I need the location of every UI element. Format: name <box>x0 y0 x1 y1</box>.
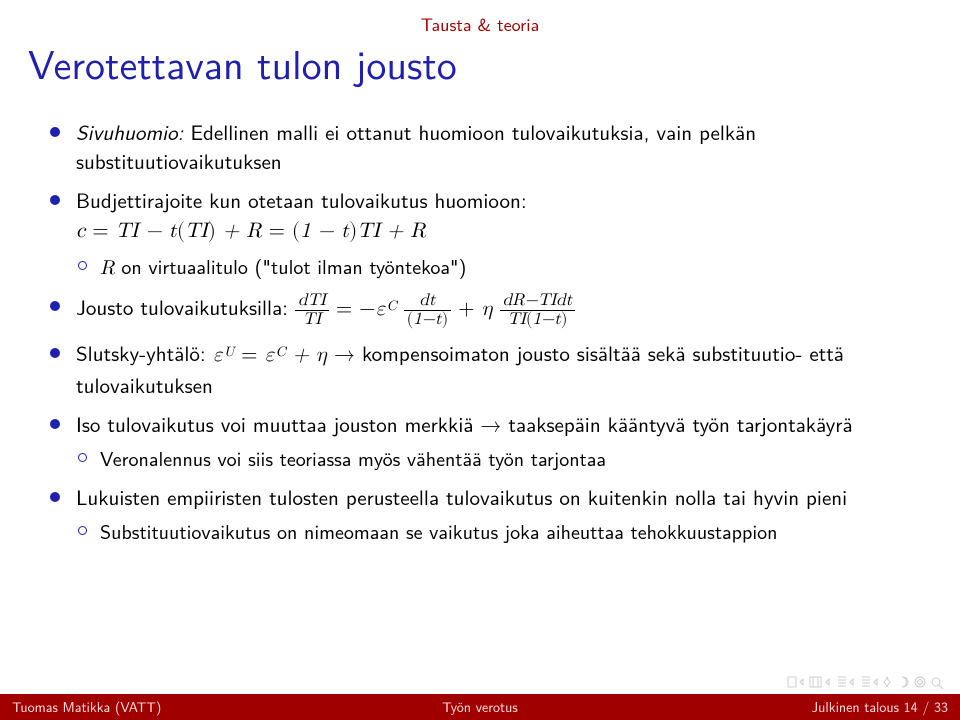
eq-budget: c = TI − t(TI) + R = (1 − t)TI + R <box>76 221 426 242</box>
bullet-2-text: Budjettirajoite kun otetaan tulovaikutus… <box>76 185 527 215</box>
bullet-5-sub: Veronalennus voi siis teoriassa myös väh… <box>76 445 920 473</box>
bullet-6-text: Lukuisten empiiristen tulosten perusteel… <box>76 482 847 512</box>
eq-slutsky: εU = εC + η <box>213 345 334 366</box>
eq-elasticity: dTITI = −εC dt(1−t) + η dR−TIdtTI(1−t) <box>295 299 575 320</box>
bullet-1-emph: Sivuhuomio: <box>76 117 183 147</box>
beamer-nav-icons <box>786 670 946 690</box>
bullet-2-sub: R on virtuaalitulo ("tulot ilman työntek… <box>76 253 920 283</box>
bullet-4: Slutsky-yhtälö: εU = εC + η → kompensoim… <box>50 339 920 400</box>
bullet-5-text: Iso tulovaikutus voi muuttaa jouston mer… <box>76 409 853 439</box>
bullet-1: Sivuhuomio: Edellinen malli ei ottanut h… <box>50 118 920 176</box>
bullet-3-text: Jousto tulovaikutuksilla: <box>76 292 295 322</box>
bullet-2: Budjettirajoite kun otetaan tulovaikutus… <box>50 186 920 283</box>
slide-body: Sivuhuomio: Edellinen malli ei ottanut h… <box>50 118 920 555</box>
footer-center: Työn verotus <box>324 697 636 717</box>
footer-left: Tuomas Matikka (VATT) <box>0 697 324 717</box>
bullet-5: Iso tulovaikutus voi muuttaa jouston mer… <box>50 410 920 473</box>
bullet-6: Lukuisten empiiristen tulosten perusteel… <box>50 483 920 546</box>
bullet-6-sub: Substituutiovaikutus on nimeomaan se vai… <box>76 518 920 546</box>
footer-bar: Tuomas Matikka (VATT) Työn verotus Julki… <box>0 694 960 720</box>
footer-right: Julkinen talous 14 / 33 <box>636 697 960 717</box>
slide-title: Verotettavan tulon jousto <box>28 34 457 92</box>
bullet-3: Jousto tulovaikutuksilla: dTITI = −εC dt… <box>50 292 920 329</box>
section-tag: Tausta & teoria <box>421 10 540 37</box>
nav-icons-svg <box>786 674 946 690</box>
bullet-4-text: Slutsky-yhtälö: <box>76 338 213 368</box>
